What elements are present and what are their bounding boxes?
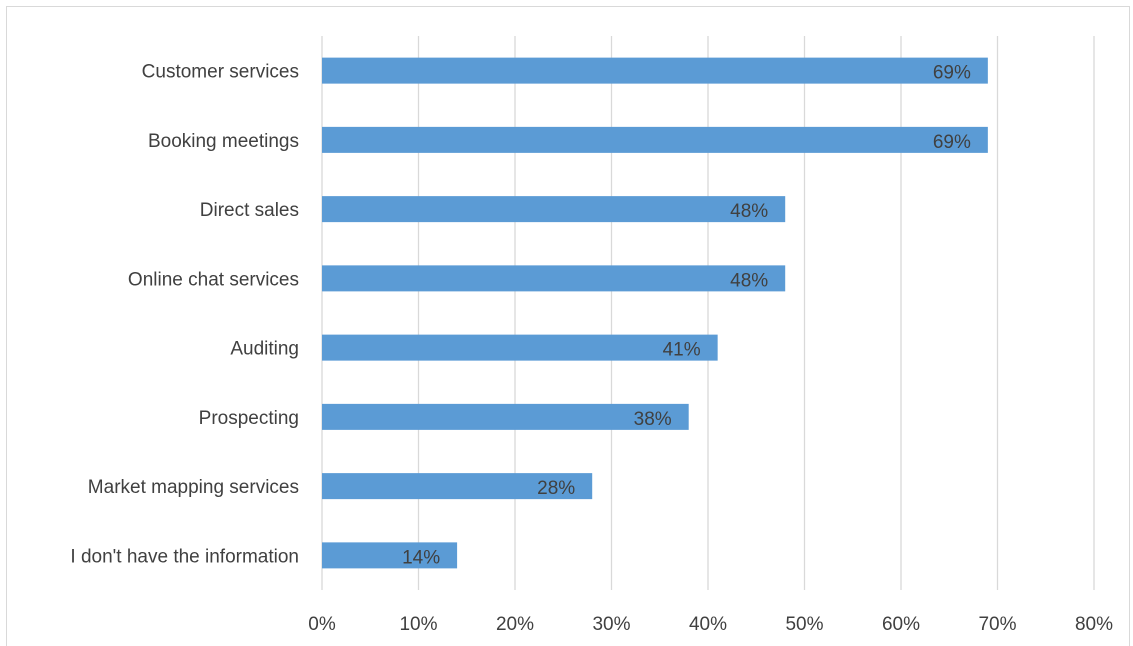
x-tick-label: 10%: [399, 614, 437, 635]
category-label: I don't have the information: [70, 546, 299, 567]
data-label: 14%: [402, 547, 440, 568]
category-label: Auditing: [230, 339, 299, 360]
bar: [322, 196, 786, 223]
x-tick-label: 60%: [882, 614, 920, 635]
gridlines: [321, 36, 1095, 590]
bar: [322, 57, 988, 84]
x-tick-labels: 0% 10% 20% 30% 40% 50% 60% 70% 80%: [308, 614, 1113, 635]
x-tick-label: 80%: [1075, 614, 1113, 635]
data-labels: 69% 69% 48% 48% 41% 38% 28% 14%: [402, 63, 971, 569]
chart-frame: [6, 6, 1130, 646]
data-label: 38%: [634, 409, 672, 430]
category-label: Customer services: [142, 62, 299, 83]
data-label: 41%: [663, 340, 701, 361]
x-tick-label: 70%: [978, 614, 1016, 635]
bar: [322, 403, 689, 430]
x-tick-label: 30%: [592, 614, 630, 635]
x-tick-label: 20%: [496, 614, 534, 635]
category-label: Direct sales: [200, 200, 299, 221]
data-label: 48%: [730, 201, 768, 222]
data-label: 69%: [933, 132, 971, 153]
category-label: Market mapping services: [88, 477, 299, 498]
x-tick-label: 40%: [689, 614, 727, 635]
bar: [322, 473, 593, 500]
category-label: Online chat services: [128, 269, 299, 290]
category-label: Booking meetings: [148, 131, 299, 152]
data-label: 28%: [537, 478, 575, 499]
x-tick-label: 0%: [308, 614, 336, 635]
bars: [322, 57, 988, 569]
data-label: 69%: [933, 63, 971, 84]
category-labels: Customer services Booking meetings Direct …: [70, 62, 299, 568]
bar: [322, 265, 786, 292]
data-label: 48%: [730, 270, 768, 291]
bar: [322, 334, 718, 361]
bar: [322, 126, 988, 153]
category-label: Prospecting: [199, 408, 299, 429]
x-tick-label: 50%: [785, 614, 823, 635]
bar: [322, 542, 458, 569]
